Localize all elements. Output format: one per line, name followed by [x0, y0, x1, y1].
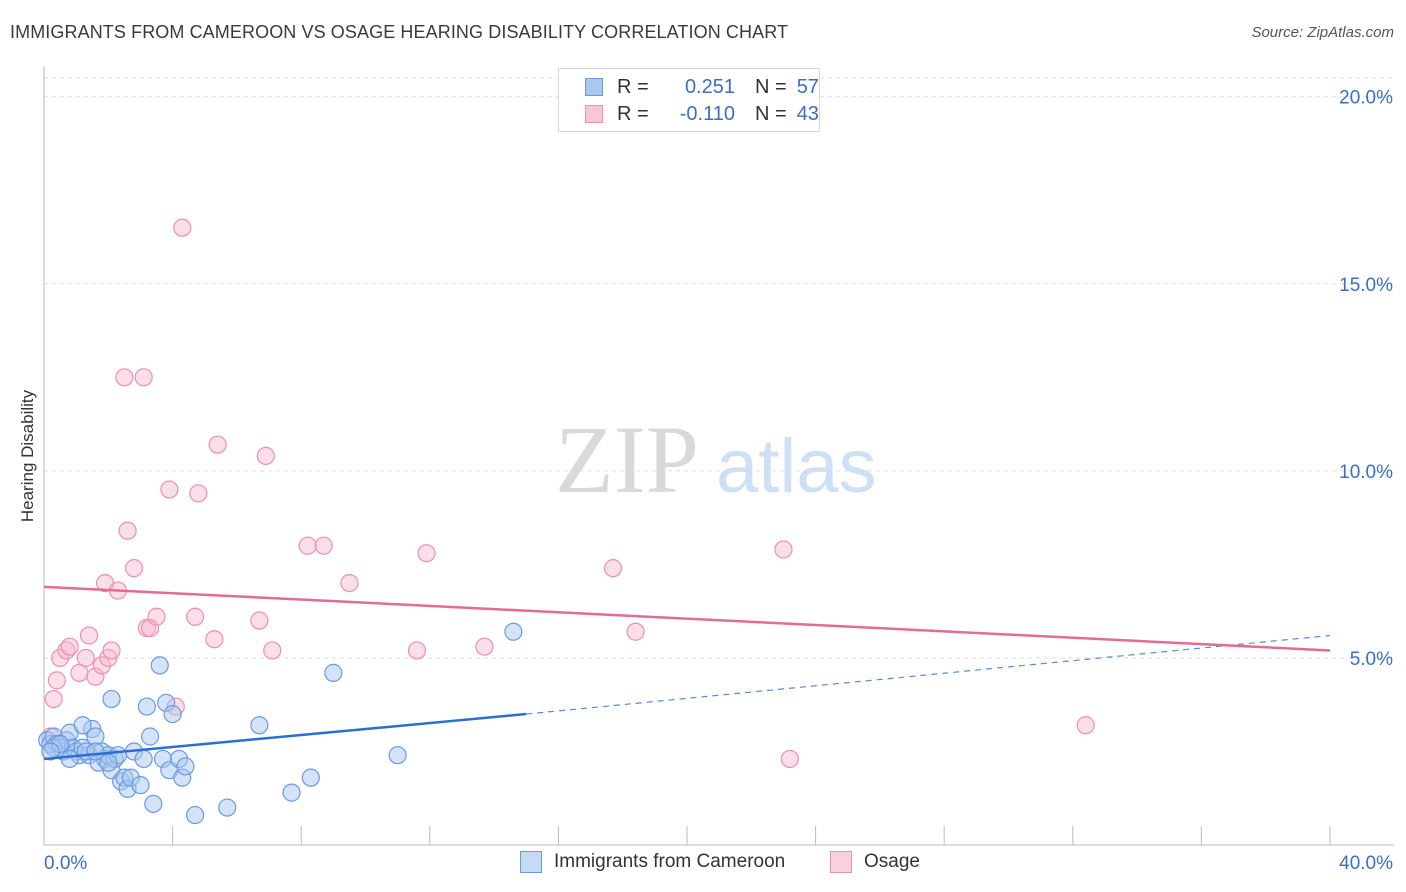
cameroon-point	[41, 742, 60, 761]
osage-point	[76, 648, 95, 668]
cameroon-point	[131, 776, 150, 795]
y-tick-label: 5.0%	[1350, 649, 1393, 670]
cameroon-point	[60, 749, 79, 769]
bottom-legend-osage: Osage	[830, 851, 920, 873]
cameroon-point	[388, 746, 407, 765]
cameroon-point	[86, 742, 105, 761]
osage-point	[140, 618, 160, 638]
osage-point	[47, 671, 66, 690]
osage-point	[780, 749, 799, 769]
osage-point	[475, 637, 494, 656]
cameroon-points	[38, 622, 523, 825]
y-tick-label: 15.0%	[1339, 275, 1393, 296]
osage-point	[314, 536, 333, 555]
y-tick-label: 10.0%	[1339, 462, 1393, 483]
legend-swatch-pink	[585, 105, 603, 123]
cameroon-point	[102, 689, 121, 709]
y-axis-label: Hearing Disability	[18, 389, 37, 522]
osage-point	[92, 656, 111, 675]
cameroon-trend-extension	[526, 634, 1331, 715]
legend-r-label: R =	[617, 102, 649, 125]
source-label: Source: ZipAtlas.com	[1251, 24, 1394, 41]
trend-lines	[43, 585, 1331, 761]
cameroon-point	[301, 768, 320, 787]
osage-point	[603, 559, 623, 578]
osage-point	[417, 544, 436, 563]
legend-n-label: N =	[755, 75, 787, 98]
legend-n-label: N =	[755, 102, 787, 125]
osage-point	[205, 630, 224, 649]
osage-point	[208, 435, 227, 454]
osage-point	[186, 607, 205, 626]
bottom-legend-swatch-blue	[520, 851, 542, 873]
osage-point	[340, 573, 359, 593]
legend-row-osage: R = -0.110 N = 43	[585, 100, 819, 128]
osage-point	[115, 368, 134, 387]
osage-point	[1076, 716, 1095, 735]
legend-swatch-blue	[585, 78, 603, 96]
osage-point	[189, 484, 208, 503]
tick-labels: 5.0% 10.0% 15.0% 20.0% 0.0% 40.0%	[44, 88, 1393, 874]
legend-r-value: -0.110	[679, 102, 735, 125]
osage-point	[60, 637, 79, 656]
cameroon-point	[134, 749, 153, 769]
osage-point	[407, 641, 427, 660]
osage-point	[173, 218, 192, 237]
cameroon-point	[144, 794, 163, 813]
watermark-zip: ZIP	[555, 406, 699, 513]
osage-point	[102, 641, 121, 660]
osage-point	[774, 540, 793, 559]
cameroon-point	[150, 656, 169, 675]
osage-point	[147, 607, 166, 626]
cameroon-point	[137, 697, 156, 716]
axes	[43, 66, 1394, 846]
legend-n-value: 43	[796, 102, 819, 125]
legend-r-label: R =	[617, 75, 649, 98]
watermark-atlas: atlas	[716, 424, 877, 509]
bottom-legend-label: Osage	[864, 851, 920, 872]
y-tick-label: 20.0%	[1339, 88, 1393, 109]
bottom-legend-cameroon: Immigrants from Cameroon	[520, 851, 785, 873]
legend: R = 0.251 N = 57 R = -0.110 N = 43	[558, 68, 820, 132]
x-tick-label: 0.0%	[44, 853, 87, 874]
cameroon-point	[218, 798, 237, 817]
osage-point	[263, 641, 282, 660]
osage-point	[124, 559, 144, 578]
osage-point	[134, 368, 153, 387]
osage-point	[626, 622, 645, 641]
osage-point	[256, 446, 275, 465]
osage-trend-line	[43, 585, 1331, 652]
osage-point	[118, 521, 137, 540]
grid-lines	[44, 77, 1394, 659]
osage-point	[79, 626, 99, 645]
cameroon-point	[186, 805, 205, 825]
cameroon-point	[176, 757, 195, 776]
legend-row-cameroon: R = 0.251 N = 57	[585, 73, 819, 101]
osage-point	[160, 480, 179, 499]
legend-r-value: 0.251	[684, 75, 735, 98]
osage-points	[41, 218, 1095, 769]
chart-title: IMMIGRANTS FROM CAMEROON VS OSAGE HEARIN…	[10, 22, 789, 42]
cameroon-point	[163, 704, 182, 724]
osage-point	[86, 667, 105, 686]
cameroon-point	[324, 663, 343, 682]
osage-point	[250, 611, 269, 630]
osage-point	[298, 536, 317, 555]
cameroon-point	[250, 716, 269, 735]
cameroon-point	[73, 716, 92, 735]
cameroon-point	[504, 622, 523, 641]
bottom-legend-swatch-pink	[830, 851, 852, 873]
cameroon-point	[140, 727, 160, 746]
osage-point	[44, 689, 63, 709]
bottom-legend-label: Immigrants from Cameroon	[554, 851, 786, 872]
cameroon-trend-line	[43, 712, 527, 761]
legend-n-value: 57	[796, 75, 819, 98]
x-tick-label: 40.0%	[1339, 853, 1393, 874]
cameroon-point	[282, 783, 301, 802]
